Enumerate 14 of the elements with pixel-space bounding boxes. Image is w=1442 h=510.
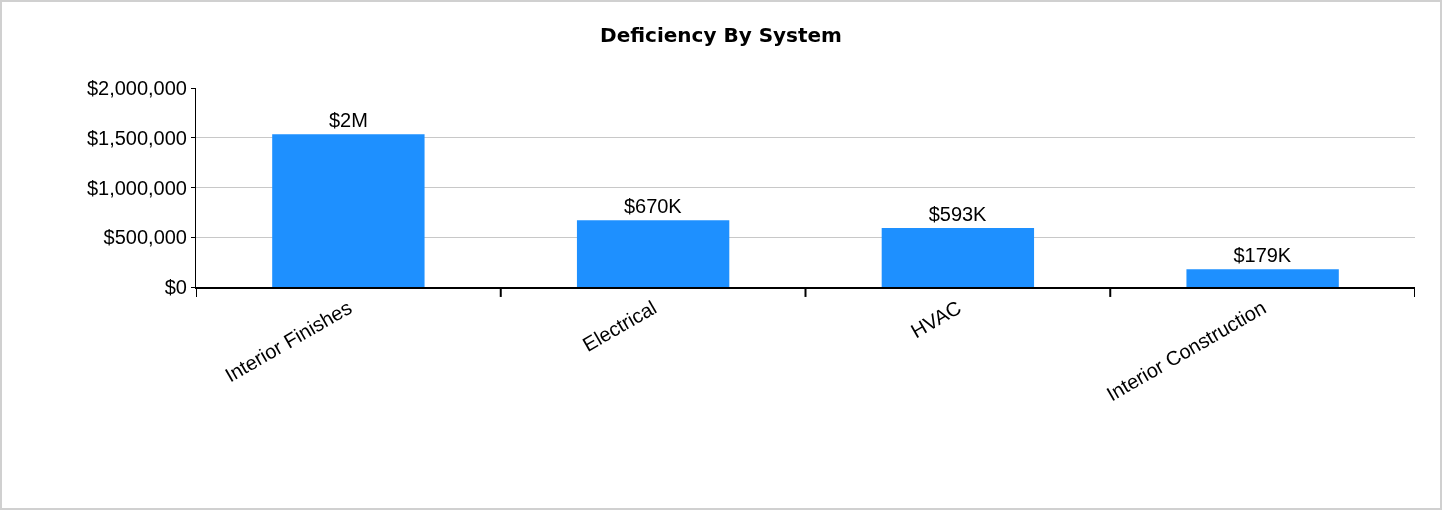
data-label: $179K bbox=[1233, 244, 1292, 267]
bar bbox=[1186, 269, 1339, 287]
y-tick-label: $0 bbox=[164, 276, 187, 298]
bar bbox=[272, 134, 425, 287]
data-label: $670K bbox=[623, 195, 683, 218]
y-tick-label: $500,000 bbox=[103, 226, 187, 249]
bar bbox=[881, 228, 1035, 287]
data-label: $593K bbox=[928, 203, 988, 225]
data-label: $2M bbox=[328, 109, 368, 132]
bar bbox=[576, 220, 730, 287]
y-tick-label: $2,000,000 bbox=[86, 77, 187, 99]
y-tick-label: $1,500,000 bbox=[86, 126, 187, 149]
y-tick-label: $1,000,000 bbox=[86, 176, 187, 199]
chart-title: Deficiency By System bbox=[600, 22, 842, 47]
